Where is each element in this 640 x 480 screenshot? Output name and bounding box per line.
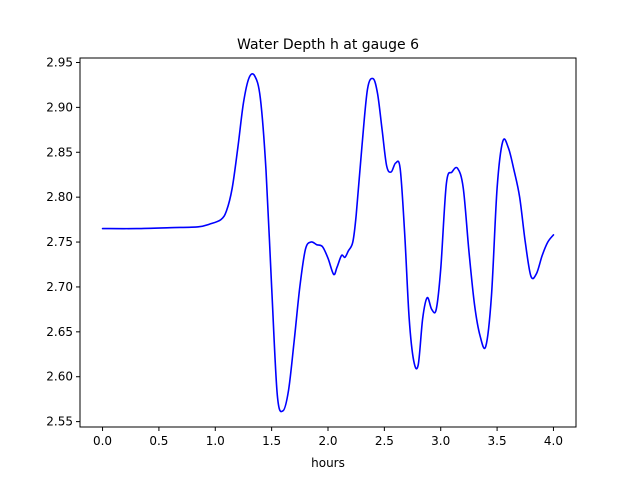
y-tick-label: 2.60 xyxy=(46,370,73,384)
chart-title: Water Depth h at gauge 6 xyxy=(237,37,419,53)
x-tick-label: 3.0 xyxy=(431,434,450,448)
x-tick-label: 2.0 xyxy=(318,434,337,448)
x-tick-label: 3.5 xyxy=(488,434,507,448)
y-tick-label: 2.75 xyxy=(46,235,73,249)
x-tick-label: 0.5 xyxy=(149,434,168,448)
x-tick-label: 1.5 xyxy=(262,434,281,448)
series-line xyxy=(101,73,555,413)
x-tick-label: 2.5 xyxy=(375,434,394,448)
y-tick-label: 2.85 xyxy=(46,145,73,159)
x-tick-label: 1.0 xyxy=(206,434,225,448)
x-tick-label: 0.0 xyxy=(93,434,112,448)
x-axis: 0.0 0.5 1.0 1.5 2.0 2.5 3.0 3.5 4.0 xyxy=(93,427,563,448)
y-tick-label: 2.90 xyxy=(46,100,73,114)
y-tick-label: 2.70 xyxy=(46,280,73,294)
y-tick-label: 2.65 xyxy=(46,325,73,339)
x-tick-label: 4.0 xyxy=(544,434,563,448)
y-axis: 2.55 2.60 2.65 2.70 2.75 2.80 2.85 2.90 2.95 xyxy=(46,55,80,429)
plot-area xyxy=(101,73,555,413)
y-tick-label: 2.80 xyxy=(46,190,73,204)
y-tick-label: 2.95 xyxy=(46,55,73,69)
y-tick-label: 2.55 xyxy=(46,415,73,429)
x-axis-label: hours xyxy=(311,456,345,470)
plot-frame xyxy=(79,57,577,428)
